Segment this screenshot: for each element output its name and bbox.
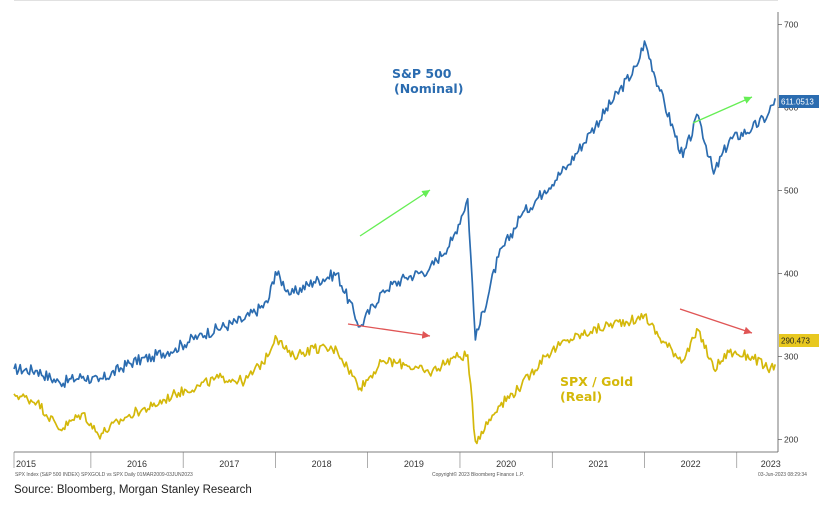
y-axis: 200300400500600700 <box>778 19 798 445</box>
gold-annotation-title: SPX / Gold <box>560 374 633 389</box>
gold-downtrend-arrow-2019 <box>347 323 431 339</box>
x-tick-label: 2018 <box>312 459 332 469</box>
x-tick-label: 2021 <box>588 459 608 469</box>
x-tick-label: 2022 <box>681 459 701 469</box>
y-tick-label: 200 <box>784 435 798 445</box>
spx-gold-real-line <box>13 312 777 445</box>
gold-downtrend-arrow-2023 <box>679 308 753 335</box>
gold-annotation-subtitle: (Real) <box>560 389 602 404</box>
footer-meta-copyright: Copyright© 2023 Bloomberg Finance L.P. <box>432 471 524 478</box>
spx-uptrend-arrow-2023 <box>692 96 753 124</box>
x-tick-label: 2015 <box>16 459 36 469</box>
y-tick-label: 400 <box>784 269 798 279</box>
x-axis: 2015 2016 2017 2018 2019 2020 2021 2022 2023 <box>13 452 781 469</box>
x-tick-label: 2017 <box>219 459 239 469</box>
x-tick-label: 2023 <box>761 459 781 469</box>
footer-meta-left: SPX Index (S&P 500 INDEX) SPXGOLD vs SPX… <box>15 472 193 478</box>
spx-uptrend-arrow-2019 <box>359 189 431 237</box>
spx-last-value-text: 611.0513 <box>781 98 814 107</box>
y-tick-label: 500 <box>784 185 798 195</box>
gold-last-value-text: 290.473 <box>781 337 810 346</box>
y-tick-label: 300 <box>784 352 798 362</box>
spx-annotation-subtitle: (Nominal) <box>394 81 463 96</box>
x-tick-label: 2019 <box>404 459 424 469</box>
x-tick-label: 2016 <box>127 459 147 469</box>
series-lines <box>13 40 777 445</box>
footer-meta-date: 03-Jun-2023 08:29:34 <box>758 472 807 478</box>
spx-nominal-line <box>13 40 777 388</box>
spx-annotation-title: S&P 500 <box>392 66 452 81</box>
x-tick-label: 2020 <box>496 459 516 469</box>
spx-last-value-badge <box>779 95 819 108</box>
gold-last-value-badge <box>779 334 819 347</box>
source-note: Source: Bloomberg, Morgan Stanley Resear… <box>14 484 252 496</box>
y-tick-label: 700 <box>784 19 798 29</box>
